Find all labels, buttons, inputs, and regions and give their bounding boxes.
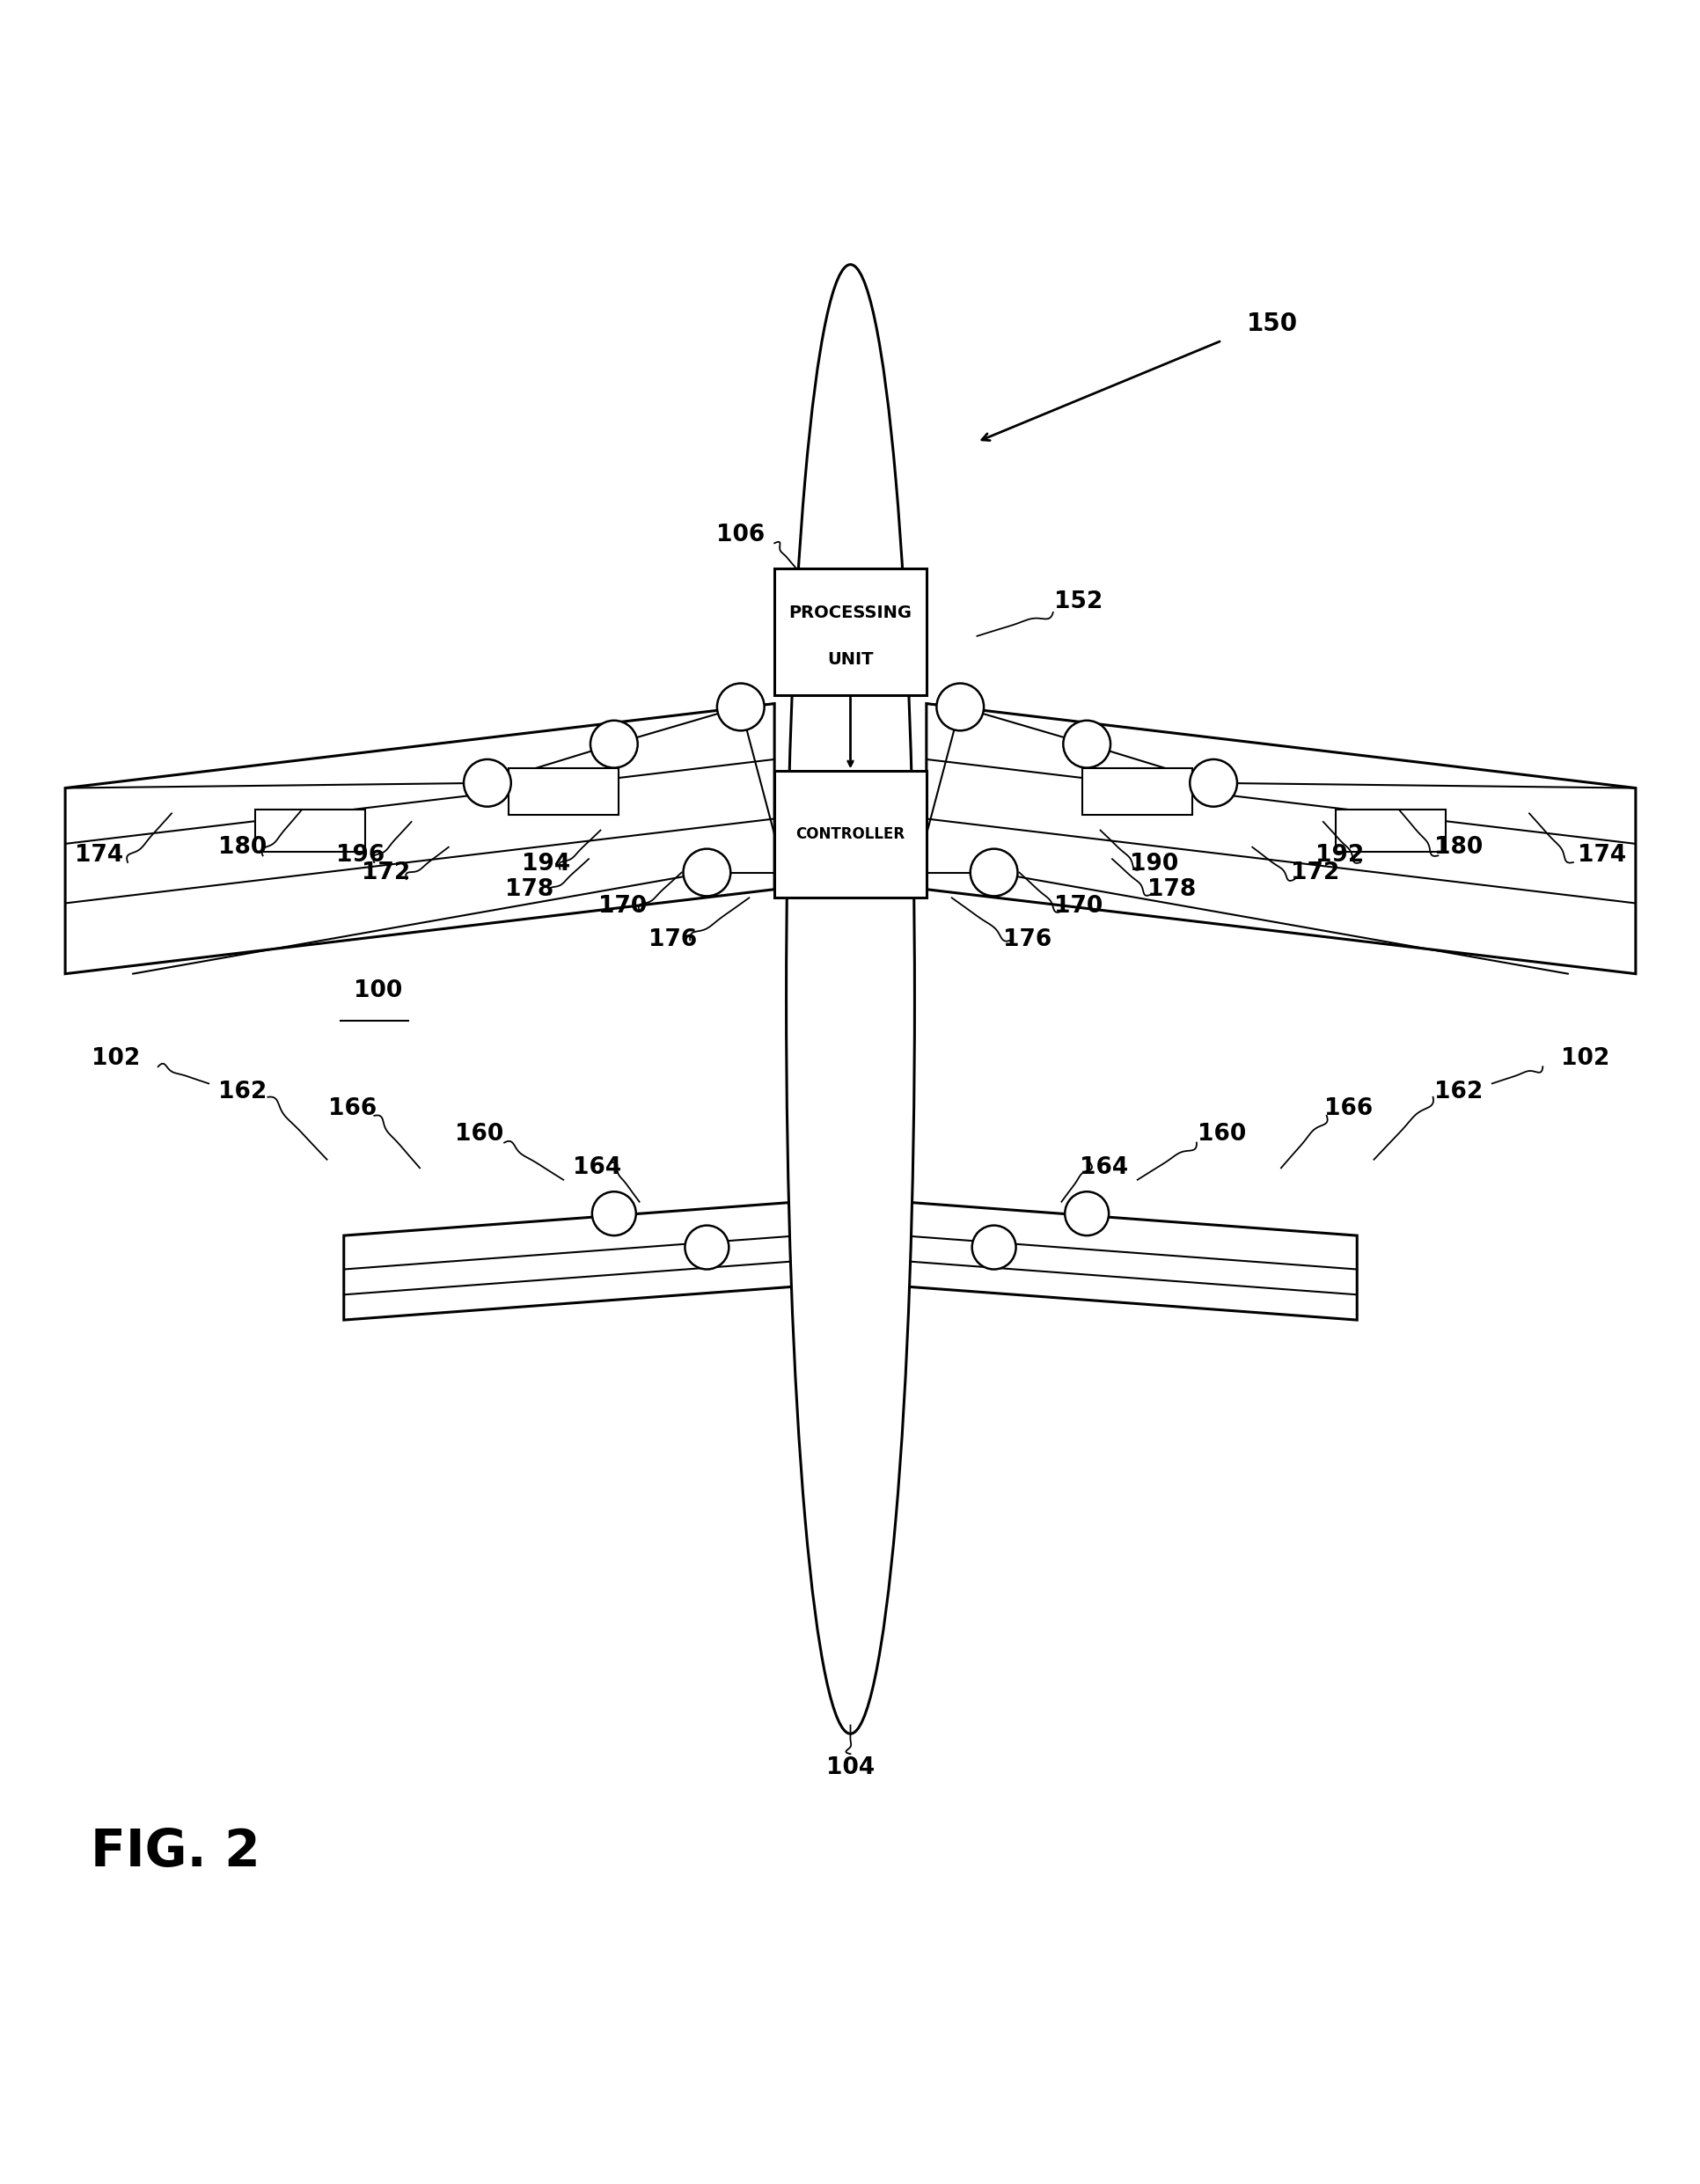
- Text: 104: 104: [826, 1756, 874, 1780]
- Text: 176: 176: [1003, 928, 1052, 952]
- Text: 174: 174: [75, 845, 122, 867]
- Text: 152: 152: [1054, 592, 1102, 614]
- Circle shape: [1190, 760, 1236, 806]
- Circle shape: [683, 850, 731, 895]
- Text: 180: 180: [1433, 836, 1482, 858]
- Circle shape: [685, 1225, 729, 1269]
- Text: 170: 170: [598, 895, 646, 917]
- Text: 196: 196: [337, 845, 384, 867]
- Polygon shape: [926, 703, 1635, 974]
- Text: 150: 150: [1246, 312, 1297, 336]
- Text: 100: 100: [354, 978, 401, 1002]
- Circle shape: [592, 1192, 636, 1236]
- Text: 166: 166: [328, 1096, 376, 1120]
- Text: FIG. 2: FIG. 2: [90, 1826, 260, 1876]
- Circle shape: [1062, 721, 1110, 769]
- Text: 164: 164: [1080, 1158, 1127, 1179]
- Polygon shape: [255, 808, 366, 852]
- Circle shape: [464, 760, 510, 806]
- Circle shape: [971, 1225, 1015, 1269]
- Ellipse shape: [785, 264, 915, 1734]
- Text: 106: 106: [716, 524, 765, 546]
- Text: 192: 192: [1316, 845, 1363, 867]
- Text: 160: 160: [1197, 1123, 1246, 1147]
- Text: 172: 172: [362, 860, 410, 885]
- Polygon shape: [65, 703, 774, 974]
- Text: 178: 178: [1146, 878, 1195, 900]
- Text: 194: 194: [522, 852, 571, 876]
- Text: 166: 166: [1324, 1096, 1372, 1120]
- Text: 178: 178: [505, 878, 554, 900]
- Circle shape: [590, 721, 638, 769]
- Circle shape: [717, 684, 763, 732]
- Text: 172: 172: [1290, 860, 1338, 885]
- Circle shape: [969, 850, 1017, 895]
- Polygon shape: [1083, 769, 1192, 815]
- Text: 162: 162: [1433, 1081, 1482, 1103]
- Text: 102: 102: [92, 1046, 139, 1070]
- Text: 190: 190: [1129, 852, 1178, 876]
- Text: 170: 170: [1054, 895, 1102, 917]
- Polygon shape: [1334, 808, 1445, 852]
- Bar: [774, 568, 926, 695]
- Text: 176: 176: [648, 928, 697, 952]
- Text: 102: 102: [1561, 1046, 1608, 1070]
- Text: 180: 180: [218, 836, 267, 858]
- Polygon shape: [508, 769, 617, 815]
- Polygon shape: [901, 1201, 1357, 1319]
- Text: CONTROLLER: CONTROLLER: [796, 826, 904, 843]
- Circle shape: [937, 684, 983, 732]
- Text: UNIT: UNIT: [826, 651, 874, 668]
- Text: 162: 162: [218, 1081, 267, 1103]
- Text: 174: 174: [1578, 845, 1625, 867]
- Text: 164: 164: [573, 1158, 620, 1179]
- Text: PROCESSING: PROCESSING: [789, 605, 911, 620]
- Bar: [774, 771, 926, 898]
- Polygon shape: [343, 1201, 799, 1319]
- Text: 160: 160: [454, 1123, 503, 1147]
- Circle shape: [1064, 1192, 1108, 1236]
